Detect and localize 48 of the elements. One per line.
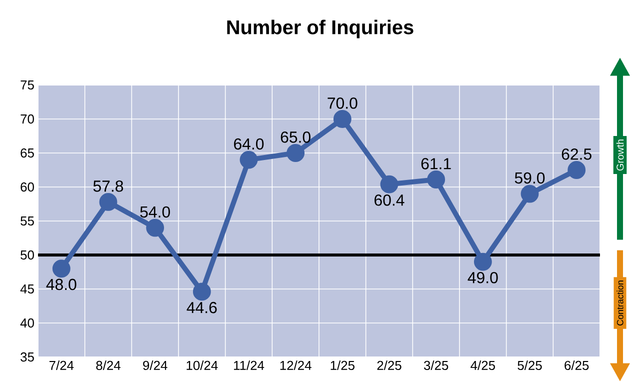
x-tick-label: 1/25 xyxy=(330,360,354,370)
y-tick-label: 35 xyxy=(20,352,34,362)
x-tick-label: 4/25 xyxy=(470,360,495,370)
x-tick-label: 7/24 xyxy=(49,360,74,370)
data-label: 65.0 xyxy=(280,132,310,143)
x-tick-label: 10/24 xyxy=(186,360,218,370)
data-label: 64.0 xyxy=(234,138,264,150)
chart-title: Number of Inquiries xyxy=(227,20,414,38)
y-tick-label: 75 xyxy=(20,80,34,90)
x-tick-label: 9/24 xyxy=(143,360,168,370)
y-tick-label: 65 xyxy=(20,148,34,158)
x-tick-label: 8/24 xyxy=(96,360,120,370)
data-label: 70.0 xyxy=(328,98,358,109)
point xyxy=(380,175,398,194)
data-label: 49.0 xyxy=(468,272,498,284)
y-tick-label: 45 xyxy=(20,284,34,294)
y-tick-label: 50 xyxy=(20,250,34,260)
point xyxy=(474,252,492,271)
text: Contraction xyxy=(616,280,624,326)
text: Growth xyxy=(616,140,624,171)
point xyxy=(146,218,164,237)
data-label: 48.0 xyxy=(46,278,76,290)
point xyxy=(52,260,70,278)
point xyxy=(427,170,446,188)
point xyxy=(286,144,305,162)
data-label: 57.8 xyxy=(93,180,124,192)
point xyxy=(192,282,211,301)
point xyxy=(240,150,258,169)
data-label: 59.0 xyxy=(514,172,545,184)
point xyxy=(520,184,539,203)
x-tick-label: 5/25 xyxy=(518,360,542,370)
y-tick-label: 40 xyxy=(20,318,34,328)
data-label: 44.6 xyxy=(186,302,217,314)
y-tick-label: 60 xyxy=(20,182,34,192)
y-tick-label: 70 xyxy=(20,114,34,124)
data-label: 62.5 xyxy=(562,148,592,160)
x-tick-label: 3/25 xyxy=(424,360,448,370)
point xyxy=(99,192,118,211)
x-tick-label: 6/25 xyxy=(564,360,589,370)
x-tick-label: 12/24 xyxy=(280,360,312,370)
point xyxy=(568,161,586,179)
data-label: 61.1 xyxy=(421,158,451,170)
data-label: 54.0 xyxy=(140,206,170,218)
x-tick-label: 2/25 xyxy=(377,360,402,370)
data-label: 60.4 xyxy=(374,194,404,206)
x-tick-label: 11/24 xyxy=(234,360,264,370)
point xyxy=(333,110,352,128)
y-tick-label: 55 xyxy=(20,216,34,226)
